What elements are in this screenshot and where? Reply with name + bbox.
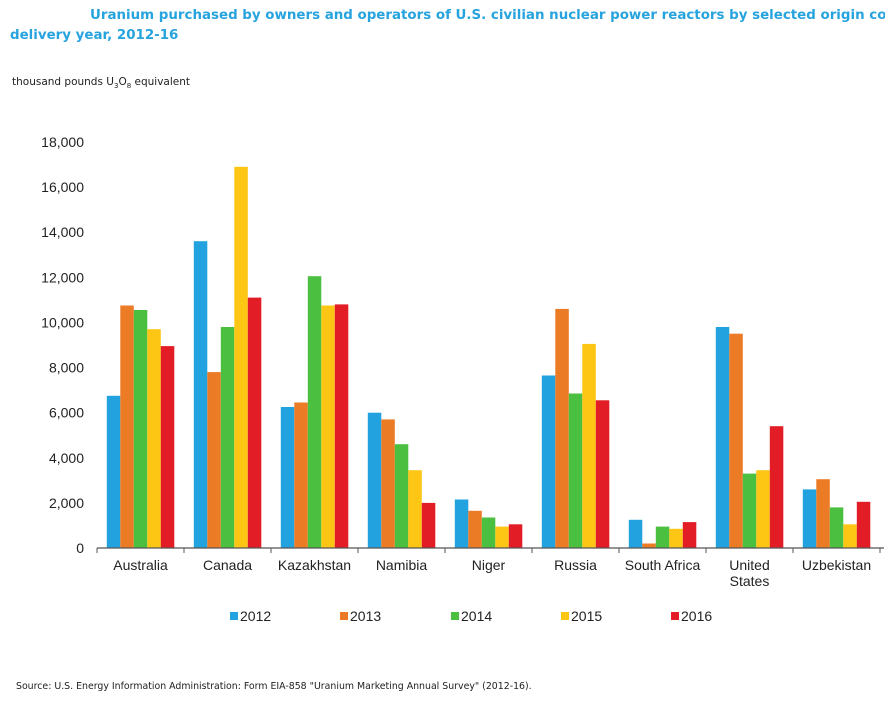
bar-2012-9: [802, 489, 817, 548]
category-label: United States: [729, 557, 769, 589]
legend-label-2013: 2013: [350, 608, 381, 624]
bar-2014-2: [220, 327, 235, 548]
category-label: Australia: [113, 557, 168, 573]
bar-2012-6: [541, 375, 556, 548]
legend-label-2014: 2014: [461, 608, 492, 624]
y-tick-label: 0: [76, 540, 84, 556]
category-label: Uzbekistan: [802, 557, 871, 573]
bar-2014-8: [742, 473, 757, 548]
y-tick-label: 12,000: [41, 269, 84, 285]
bar-2015-7: [669, 528, 683, 548]
bar-2016-2: [247, 297, 262, 548]
bar-2013-7: [642, 543, 656, 548]
bar-2016-8: [769, 426, 784, 548]
bar-2014-1: [133, 310, 148, 548]
bar-2015-4: [408, 470, 422, 548]
bar-2013-1: [120, 305, 134, 548]
legend-label-2015: 2015: [571, 608, 602, 624]
legend-label-2012: 2012: [240, 608, 271, 624]
bar-2013-8: [729, 333, 743, 548]
y-tick-label: 6,000: [49, 405, 84, 421]
bar-2016-5: [508, 524, 523, 548]
bar-2016-3: [334, 304, 349, 548]
bar-2015-6: [582, 343, 596, 548]
legend-swatch-2014: [451, 612, 459, 620]
bar-2015-1: [147, 329, 161, 548]
units-text-tail: equivalent: [131, 76, 191, 88]
bar-2014-6: [568, 393, 583, 548]
y-tick-label: 14,000: [41, 224, 84, 240]
x-axis: [96, 547, 884, 553]
bar-2014-7: [655, 526, 670, 548]
category-label: Canada: [203, 557, 252, 573]
bar-2012-1: [106, 395, 121, 549]
bar-2012-8: [715, 327, 730, 548]
bar-2013-2: [207, 372, 221, 548]
bar-2013-6: [555, 308, 569, 548]
bar-2013-3: [294, 402, 308, 548]
bar-2013-9: [816, 479, 830, 548]
units-subscript-2: 8: [126, 82, 132, 91]
y-tick-label: 10,000: [41, 314, 84, 330]
chart-title-line-2: delivery year, 2012-16: [10, 28, 179, 43]
legend-swatch-2016: [671, 612, 679, 620]
bar-2013-5: [468, 510, 482, 548]
category-label: Niger: [472, 557, 506, 573]
legend: 2012 2013 2014 2015 2016: [230, 608, 712, 624]
bar-2012-2: [193, 241, 208, 548]
units-subscript-1: 3: [113, 82, 119, 91]
y-tick-label: 4,000: [49, 450, 84, 466]
bar-2016-7: [682, 522, 697, 548]
bar-2012-5: [454, 499, 469, 548]
bar-2015-9: [843, 524, 857, 548]
bar-2016-4: [421, 502, 436, 548]
bar-2014-4: [394, 444, 409, 548]
category-label: Russia: [554, 557, 597, 573]
bar-2016-1: [160, 346, 175, 548]
y-tick-label: 16,000: [41, 179, 84, 195]
bar-2015-8: [756, 470, 770, 548]
legend-swatch-2012: [230, 612, 238, 620]
y-tick-label: 2,000: [49, 495, 84, 511]
y-tick-label: 18,000: [41, 134, 84, 150]
bar-2014-9: [829, 507, 844, 548]
chart-title: Uranium purchased by owners and operator…: [10, 6, 885, 46]
bar-series: [106, 166, 871, 549]
bar-2014-5: [481, 517, 496, 548]
bar-2015-3: [321, 305, 335, 548]
y-tick-label: 8,000: [49, 360, 84, 376]
bar-2013-4: [381, 419, 395, 548]
bar-2015-2: [234, 166, 248, 549]
y-axis-ticks: 0 2,000 4,000 6,000 8,000 10,000 12,000 14,000 1…: [41, 134, 84, 556]
x-axis-category-labels: Australia Canada Kazakhstan Namibia Niger Rus…: [113, 557, 871, 589]
units-text-mid: O: [118, 76, 127, 88]
legend-swatch-2013: [340, 612, 348, 620]
source-note: Source: U.S. Energy Information Administ…: [16, 681, 532, 692]
bar-2012-7: [628, 519, 643, 548]
chart-title-line-1: Uranium purchased by owners and operator…: [90, 8, 885, 23]
bar-2015-5: [495, 526, 509, 548]
category-label: Namibia: [376, 557, 428, 573]
legend-label-2016: 2016: [681, 608, 712, 624]
bar-2016-9: [856, 501, 871, 548]
bar-2014-3: [307, 276, 322, 548]
bar-2012-3: [280, 407, 295, 548]
units-text: thousand pounds U: [12, 76, 114, 88]
legend-swatch-2015: [561, 612, 569, 620]
category-label: South Africa: [625, 557, 701, 573]
bar-2012-4: [367, 412, 382, 548]
y-axis-units-label: thousand pounds U3O8 equivalent: [12, 76, 190, 90]
bar-2016-6: [595, 400, 610, 548]
category-label: Kazakhstan: [278, 557, 351, 573]
